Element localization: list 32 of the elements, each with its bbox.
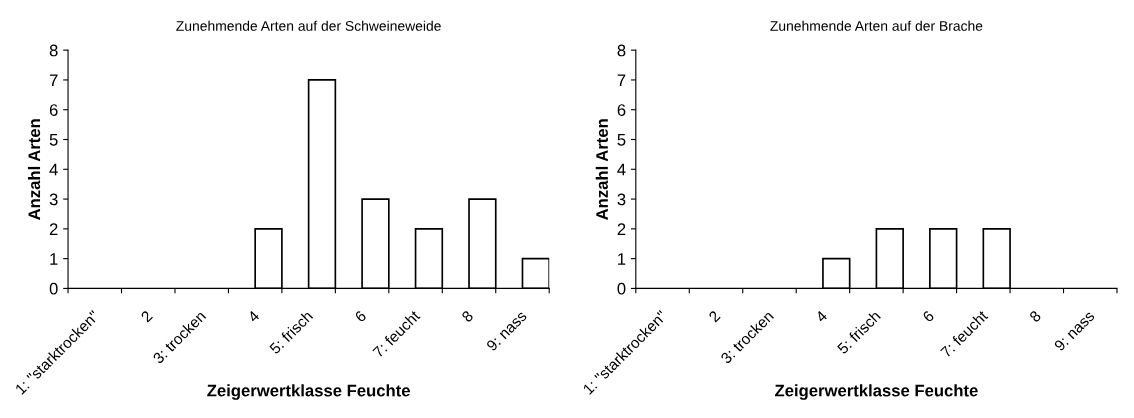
chart-title: Zunehmende Arten auf der Schweineweide	[176, 20, 441, 31]
y-axis-title: Anzahl Arten	[27, 119, 41, 220]
x-tick-label: 6	[354, 310, 367, 323]
y-tick-label: 1	[50, 253, 58, 265]
y-axis-title: Anzahl Arten	[595, 119, 608, 220]
y-tick-label: 8	[617, 44, 626, 57]
x-tick-label: 6	[922, 310, 935, 323]
y-tick-label: 3	[617, 193, 626, 206]
x-tick-label: 2	[140, 310, 153, 323]
x-tick-label: 8	[461, 310, 474, 323]
y-tick-label: 7	[49, 74, 58, 86]
x-tick-label: 4	[247, 309, 260, 323]
y-tick-label: 5	[49, 134, 58, 146]
y-tick-label: 4	[49, 163, 58, 176]
y-tick-label: 0	[49, 282, 58, 295]
y-tick-label: 1	[618, 253, 626, 265]
y-tick-label: 5	[617, 134, 626, 146]
y-tick-label: 4	[617, 163, 626, 176]
y-tick-label: 8	[49, 44, 58, 57]
y-tick-label: 7	[617, 74, 626, 86]
y-tick-label: 3	[49, 193, 58, 206]
y-tick-label: 0	[617, 282, 626, 295]
y-tick-label: 2	[617, 223, 626, 235]
chart-title: Zunehmende Arten auf der Brache	[770, 20, 983, 31]
y-tick-label: 6	[49, 104, 58, 116]
x-tick-label: 4	[814, 309, 828, 323]
y-tick-label: 6	[617, 104, 626, 116]
x-tick-label: 2	[708, 310, 721, 323]
y-tick-label: 2	[49, 223, 58, 235]
x-axis-title: Zeigerwertklasse Feuchte	[775, 384, 978, 400]
x-axis-title: Zeigerwertklasse Feuchte	[207, 384, 410, 400]
x-tick-label: 8	[1028, 310, 1042, 323]
